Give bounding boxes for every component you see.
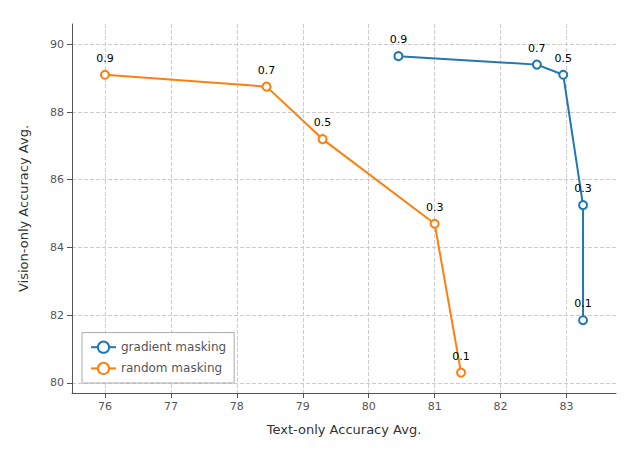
- svg-text:0.5: 0.5: [314, 116, 332, 129]
- svg-text:0.1: 0.1: [452, 350, 470, 363]
- svg-text:0.7: 0.7: [528, 42, 546, 55]
- svg-text:83: 83: [560, 400, 574, 413]
- svg-text:82: 82: [50, 309, 64, 322]
- svg-text:0.5: 0.5: [554, 52, 572, 65]
- svg-text:Text-only Accuracy Avg.: Text-only Accuracy Avg.: [266, 422, 422, 437]
- svg-text:84: 84: [50, 241, 64, 254]
- svg-text:77: 77: [164, 400, 178, 413]
- svg-text:81: 81: [428, 400, 442, 413]
- svg-text:0.3: 0.3: [426, 201, 444, 214]
- svg-text:79: 79: [296, 400, 310, 413]
- svg-text:Vision-only Accuracy Avg.: Vision-only Accuracy Avg.: [16, 125, 31, 292]
- svg-text:0.9: 0.9: [390, 33, 408, 46]
- svg-text:80: 80: [362, 400, 376, 413]
- svg-text:0.1: 0.1: [574, 297, 592, 310]
- svg-text:gradient masking: gradient masking: [121, 340, 226, 354]
- svg-text:random masking: random masking: [121, 361, 222, 375]
- svg-text:78: 78: [230, 400, 244, 413]
- svg-text:90: 90: [50, 38, 64, 51]
- svg-text:0.3: 0.3: [574, 182, 592, 195]
- svg-text:76: 76: [98, 400, 112, 413]
- svg-text:80: 80: [50, 376, 64, 389]
- svg-text:86: 86: [50, 173, 64, 186]
- svg-text:0.7: 0.7: [258, 64, 276, 77]
- svg-text:88: 88: [50, 106, 64, 119]
- svg-text:0.9: 0.9: [96, 52, 114, 65]
- svg-text:82: 82: [494, 400, 508, 413]
